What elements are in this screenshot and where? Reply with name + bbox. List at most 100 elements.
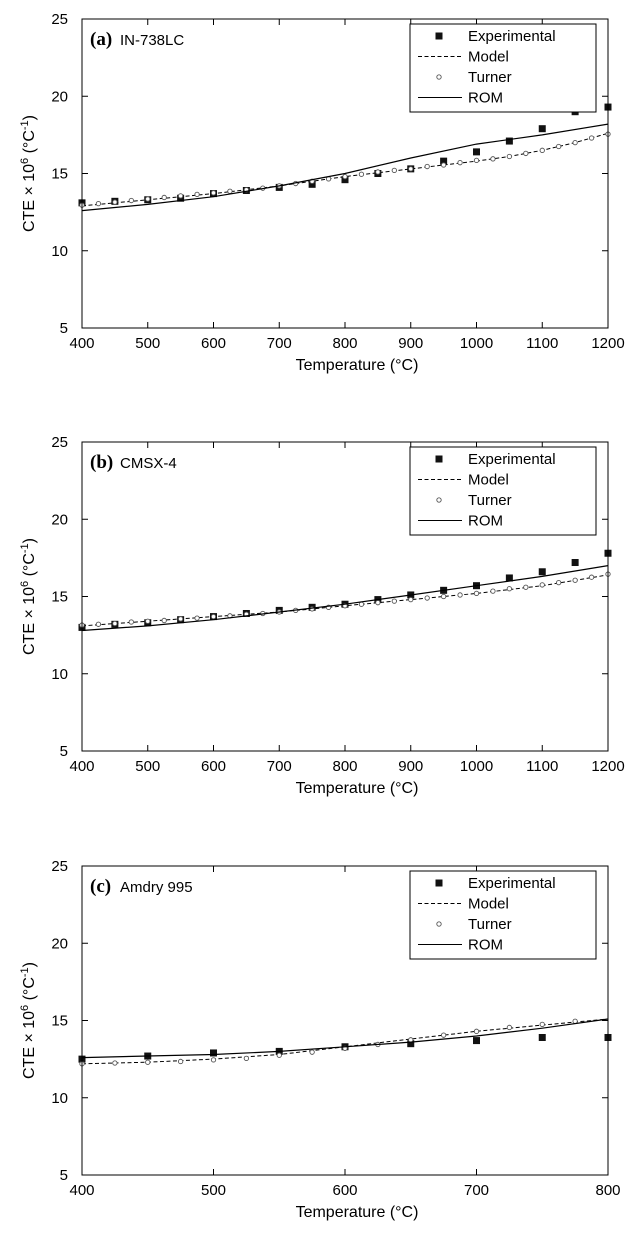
data-point-turner bbox=[145, 196, 151, 202]
legend-label: ROM bbox=[468, 937, 503, 954]
data-point-turner bbox=[375, 169, 381, 175]
data-point-turner bbox=[490, 156, 496, 162]
data-point-experimental bbox=[538, 568, 546, 576]
data-point-experimental bbox=[538, 125, 546, 133]
data-point-experimental bbox=[505, 137, 513, 145]
panel-label: (c) bbox=[90, 876, 111, 897]
y-tick-label: 20 bbox=[51, 511, 68, 528]
data-point-turner bbox=[457, 592, 463, 598]
series-line-model bbox=[81, 1018, 609, 1065]
data-point-turner bbox=[588, 135, 595, 141]
legend-label: Turner bbox=[468, 916, 512, 933]
legend-marker bbox=[436, 921, 442, 927]
series-line-rom bbox=[81, 1018, 609, 1059]
y-tick-label: 10 bbox=[51, 666, 68, 683]
data-point-experimental bbox=[505, 574, 513, 582]
data-point-turner bbox=[391, 167, 397, 174]
y-axis-label: CTE × 106 (°C-1) bbox=[19, 538, 38, 655]
x-tick-label: 1200 bbox=[591, 758, 624, 775]
data-point-turner bbox=[358, 171, 365, 177]
y-tick-label: 10 bbox=[51, 1090, 68, 1107]
data-point-turner bbox=[145, 618, 151, 624]
x-tick-label: 800 bbox=[595, 1182, 620, 1199]
data-point-turner bbox=[473, 157, 480, 164]
x-axis-label: Temperature (°C) bbox=[296, 780, 419, 797]
chart-panel-3: 400 500 600 700 800 5 10 15 20 25 Temperature (°C)… bbox=[19, 858, 621, 1221]
data-point-experimental bbox=[440, 157, 448, 165]
x-tick-label: 900 bbox=[398, 758, 423, 775]
data-point-turner bbox=[161, 194, 167, 201]
data-point-turner bbox=[177, 193, 184, 199]
legend-marker bbox=[435, 32, 443, 40]
legend-label: Model bbox=[468, 896, 509, 913]
x-tick-label: 500 bbox=[135, 335, 160, 352]
series-line-rom bbox=[81, 123, 609, 212]
y-tick-label: 20 bbox=[51, 935, 68, 952]
x-tick-label: 900 bbox=[398, 335, 423, 352]
data-point-turner bbox=[588, 574, 595, 580]
data-point-experimental bbox=[407, 1040, 415, 1048]
panel-label: (b) bbox=[90, 452, 113, 473]
data-point-turner bbox=[112, 199, 118, 205]
data-point-turner bbox=[210, 190, 217, 196]
data-point-turner bbox=[539, 1021, 545, 1028]
legend-label: Turner bbox=[468, 69, 512, 86]
x-tick-label: 400 bbox=[69, 1182, 94, 1199]
legend-label: Experimental bbox=[468, 451, 556, 468]
data-point-turner bbox=[506, 1024, 513, 1031]
data-point-turner bbox=[440, 162, 447, 168]
panel-title: IN-738LC bbox=[120, 32, 184, 49]
x-axis-label: Temperature (°C) bbox=[296, 1204, 419, 1221]
data-point-turner bbox=[243, 1055, 250, 1062]
legend-label: ROM bbox=[468, 513, 503, 530]
data-point-turner bbox=[375, 600, 381, 606]
data-point-turner bbox=[194, 615, 200, 621]
data-point-turner bbox=[95, 200, 102, 207]
legend-label: Turner bbox=[468, 492, 512, 509]
data-point-turner bbox=[506, 586, 513, 592]
y-tick-label: 25 bbox=[51, 434, 68, 451]
data-point-turner bbox=[145, 1059, 151, 1065]
series-line-rom bbox=[81, 565, 609, 632]
x-tick-label: 1100 bbox=[526, 758, 558, 775]
y-axis-label: CTE × 106 (°C-1) bbox=[19, 115, 38, 232]
y-tick-label: 15 bbox=[51, 166, 68, 183]
data-point-turner bbox=[556, 579, 562, 586]
legend-label: Model bbox=[468, 472, 509, 489]
data-point-turner bbox=[572, 139, 578, 146]
legend-label: Experimental bbox=[468, 28, 556, 45]
legend-label: ROM bbox=[468, 90, 503, 107]
x-tick-label: 600 bbox=[332, 1182, 357, 1199]
panel-title: Amdry 995 bbox=[120, 879, 193, 896]
y-tick-label: 20 bbox=[51, 88, 68, 105]
x-tick-label: 400 bbox=[69, 335, 94, 352]
data-point-experimental bbox=[210, 1049, 217, 1057]
data-point-turner bbox=[112, 620, 118, 627]
chart-panel-2: 400 500 600 700 800 900 1000 1100 1200 5 10 15 20 25 T… bbox=[19, 434, 625, 797]
data-point-turner bbox=[473, 590, 480, 597]
data-point-turner bbox=[523, 150, 529, 157]
data-point-turner bbox=[177, 616, 184, 622]
x-axis-label: Temperature (°C) bbox=[296, 357, 419, 374]
data-point-experimental bbox=[308, 180, 316, 188]
x-tick-label: 800 bbox=[332, 335, 357, 352]
data-point-turner bbox=[424, 163, 430, 170]
data-point-turner bbox=[408, 596, 414, 603]
data-point-turner bbox=[556, 143, 562, 150]
data-point-turner bbox=[490, 588, 496, 594]
data-point-turner bbox=[112, 1060, 118, 1066]
data-point-turner bbox=[177, 1058, 184, 1065]
x-tick-label: 700 bbox=[267, 335, 292, 352]
data-point-turner bbox=[227, 188, 233, 194]
data-point-turner bbox=[210, 1057, 217, 1063]
x-tick-label: 700 bbox=[464, 1182, 489, 1199]
y-tick-label: 15 bbox=[51, 1013, 68, 1030]
y-axis-label: CTE × 106 (°C-1) bbox=[19, 962, 38, 1079]
data-point-turner bbox=[572, 577, 578, 583]
data-point-turner bbox=[506, 153, 513, 160]
data-point-turner bbox=[539, 582, 545, 588]
legend-label: Experimental bbox=[468, 875, 556, 892]
x-tick-label: 1000 bbox=[460, 758, 493, 775]
data-point-experimental bbox=[473, 148, 480, 156]
data-point-turner bbox=[309, 1049, 315, 1055]
